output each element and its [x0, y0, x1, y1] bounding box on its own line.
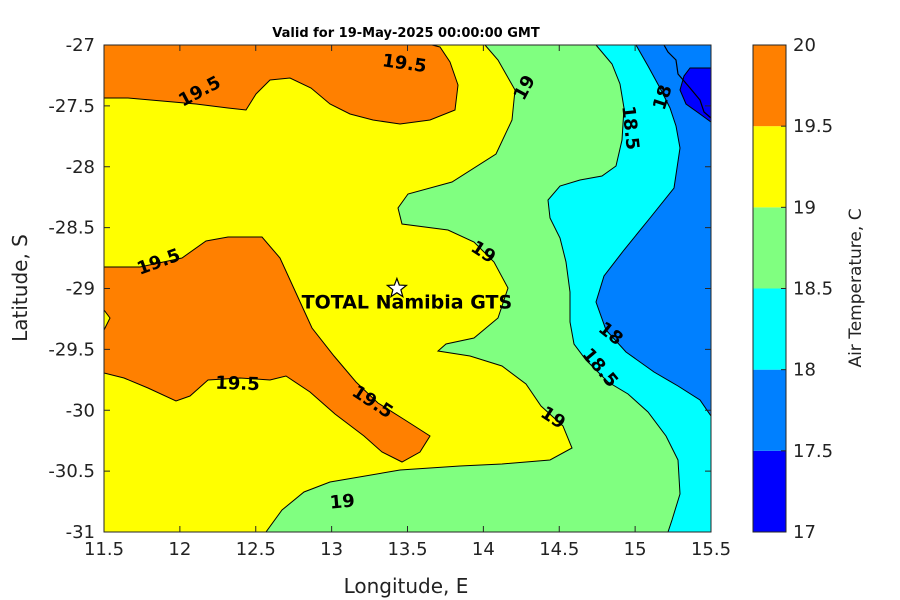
y-tick-label: -29 — [66, 279, 95, 300]
colorbar-tick-label: 20 — [793, 35, 816, 56]
colorbar: 17 17.5 18 18.5 19 19.5 20 — [752, 35, 833, 543]
colorbar-segment — [753, 369, 786, 451]
y-tick-label: -27.5 — [48, 96, 95, 117]
x-tick-label: 15.5 — [691, 539, 731, 560]
colorbar-segment — [753, 450, 786, 532]
colorbar-tick-label: 19.5 — [793, 116, 833, 137]
y-tick-label: -30 — [66, 400, 95, 421]
contour-label: 19 — [329, 491, 356, 514]
y-tick-label: -31 — [66, 522, 95, 543]
colorbar-tick-label: 19 — [793, 197, 816, 218]
contour-label: 18.5 — [617, 105, 643, 151]
colorbar-tick-label: 18 — [793, 360, 816, 381]
y-axis-label: Latitude, S — [8, 234, 32, 342]
colorbar-tick-label: 17.5 — [793, 441, 833, 462]
region-19.5-west — [103, 236, 431, 463]
colorbar-tick-label: 17 — [793, 522, 816, 543]
site-marker: TOTAL Namibia GTS — [302, 276, 513, 314]
colorbar-label: Air Temperature, C — [846, 208, 866, 367]
x-tick-label: 13.5 — [387, 539, 427, 560]
star-icon — [385, 276, 409, 298]
y-tick-label: -27 — [66, 35, 95, 56]
contour-label: 19.5 — [215, 373, 260, 396]
y-tick-label: -28.5 — [48, 218, 95, 239]
y-tick-label: -29.5 — [48, 339, 95, 360]
x-tick-label: 12.5 — [236, 539, 276, 560]
x-tick-label: 15 — [624, 539, 647, 560]
x-tick-label: 13 — [320, 539, 343, 560]
colorbar-segment — [753, 288, 786, 370]
site-label: TOTAL Namibia GTS — [302, 292, 513, 314]
x-tick-label: 11.5 — [84, 539, 124, 560]
region-19.5-north — [103, 44, 459, 125]
x-axis: 11.5 12 12.5 13 13.5 14 14.5 15 15.5 — [84, 45, 731, 560]
chart-title: Valid for 19-May-2025 00:00:00 GMT — [272, 26, 540, 41]
colorbar-segment — [753, 207, 786, 289]
x-axis-label: Longitude, E — [344, 574, 469, 598]
region-17.5 — [595, 44, 712, 418]
y-tick-label: -28 — [66, 157, 95, 178]
x-tick-label: 14.5 — [539, 539, 579, 560]
colorbar-tick-label: 18.5 — [793, 279, 833, 300]
region-18.5 — [265, 44, 712, 533]
y-tick-label: -30.5 — [48, 461, 95, 482]
x-tick-label: 12 — [168, 539, 191, 560]
colorbar-segment — [753, 45, 786, 127]
x-tick-label: 14 — [472, 539, 495, 560]
coastline — [663, 44, 712, 119]
y-axis: -27 -27.5 -28 -28.5 -29 -29.5 -30 -30.5 -31 — [48, 35, 711, 543]
colorbar-segment — [753, 126, 786, 208]
